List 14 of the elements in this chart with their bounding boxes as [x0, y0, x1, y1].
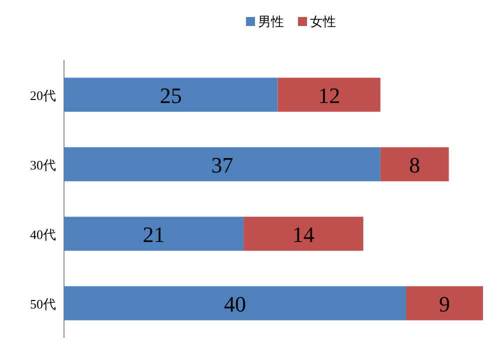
y-tick-label: 50代 [30, 296, 56, 312]
legend-label: 男性 [258, 15, 284, 30]
y-tick-label: 20代 [30, 88, 56, 103]
data-label: 9 [439, 291, 450, 316]
y-tick-label: 30代 [30, 157, 56, 172]
data-label: 37 [211, 152, 234, 178]
y-tick-label: 40代 [30, 226, 56, 242]
data-label: 12 [318, 82, 340, 108]
data-label: 14 [292, 222, 314, 247]
data-label: 40 [224, 291, 246, 316]
data-label: 8 [409, 152, 420, 178]
legend-label: 女性 [310, 15, 336, 30]
data-label: 25 [160, 82, 182, 108]
data-label: 21 [142, 222, 165, 247]
